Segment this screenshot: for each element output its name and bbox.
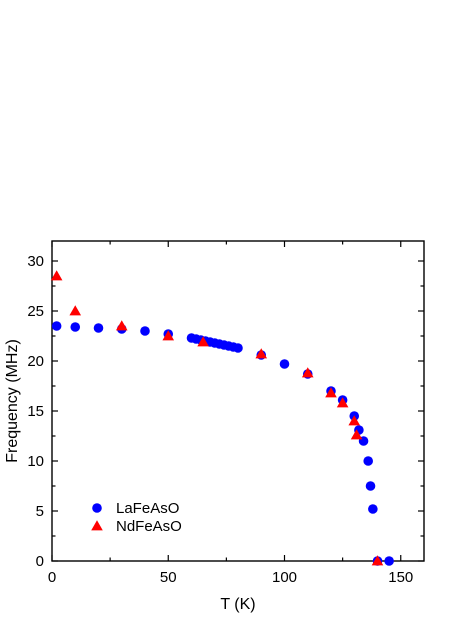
data-point-circle <box>368 504 378 514</box>
legend-marker <box>92 503 102 513</box>
data-point-circle <box>140 326 150 336</box>
data-point-triangle <box>336 397 349 408</box>
data-point-triangle <box>348 415 361 426</box>
data-point-triangle <box>301 367 314 378</box>
series-ndfeaso <box>50 270 384 566</box>
data-point-triangle <box>255 348 268 359</box>
data-marks <box>50 270 394 566</box>
data-point-circle <box>233 343 243 353</box>
legend-label: NdFeAsO <box>116 518 182 535</box>
x-axis-title: T (K) <box>220 596 255 613</box>
x-tick-label: 100 <box>272 569 297 586</box>
x-tick-label: 50 <box>160 569 177 586</box>
data-point-triangle <box>350 429 363 440</box>
data-point-circle <box>93 323 104 333</box>
data-point-triangle <box>50 270 63 281</box>
axes: 0 50 100 150 0 5 10 15 20 25 30 <box>27 240 425 586</box>
series-lafeaso <box>51 321 394 566</box>
plot-frame <box>51 240 425 562</box>
x-tick-label: 0 <box>48 569 56 586</box>
data-point-triangle <box>371 555 384 566</box>
data-point-triangle <box>69 305 82 316</box>
data-point-triangle <box>325 387 337 398</box>
data-point-triangle <box>115 320 128 331</box>
y-tick-label: 0 <box>36 553 44 570</box>
legend-label: LaFeAsO <box>116 500 179 517</box>
y-tick-label: 10 <box>27 453 44 470</box>
legend-marker <box>91 520 103 531</box>
y-tick-label: 20 <box>27 353 44 370</box>
data-point-triangle <box>197 336 209 347</box>
y-axis-title: Frequency (MHz) <box>4 339 21 463</box>
data-point-circle <box>279 359 290 369</box>
y-tick-label: 30 <box>27 253 44 270</box>
data-point-circle <box>384 556 394 566</box>
y-tick-label: 15 <box>27 403 44 420</box>
data-point-circle <box>363 456 374 466</box>
y-tick-label: 5 <box>36 503 44 520</box>
data-point-circle <box>70 322 81 332</box>
data-point-triangle <box>162 330 175 341</box>
x-tick-label: 150 <box>388 569 413 586</box>
y-tick-label: 25 <box>27 303 44 320</box>
data-point-circle <box>51 321 62 331</box>
data-point-circle <box>365 481 376 491</box>
